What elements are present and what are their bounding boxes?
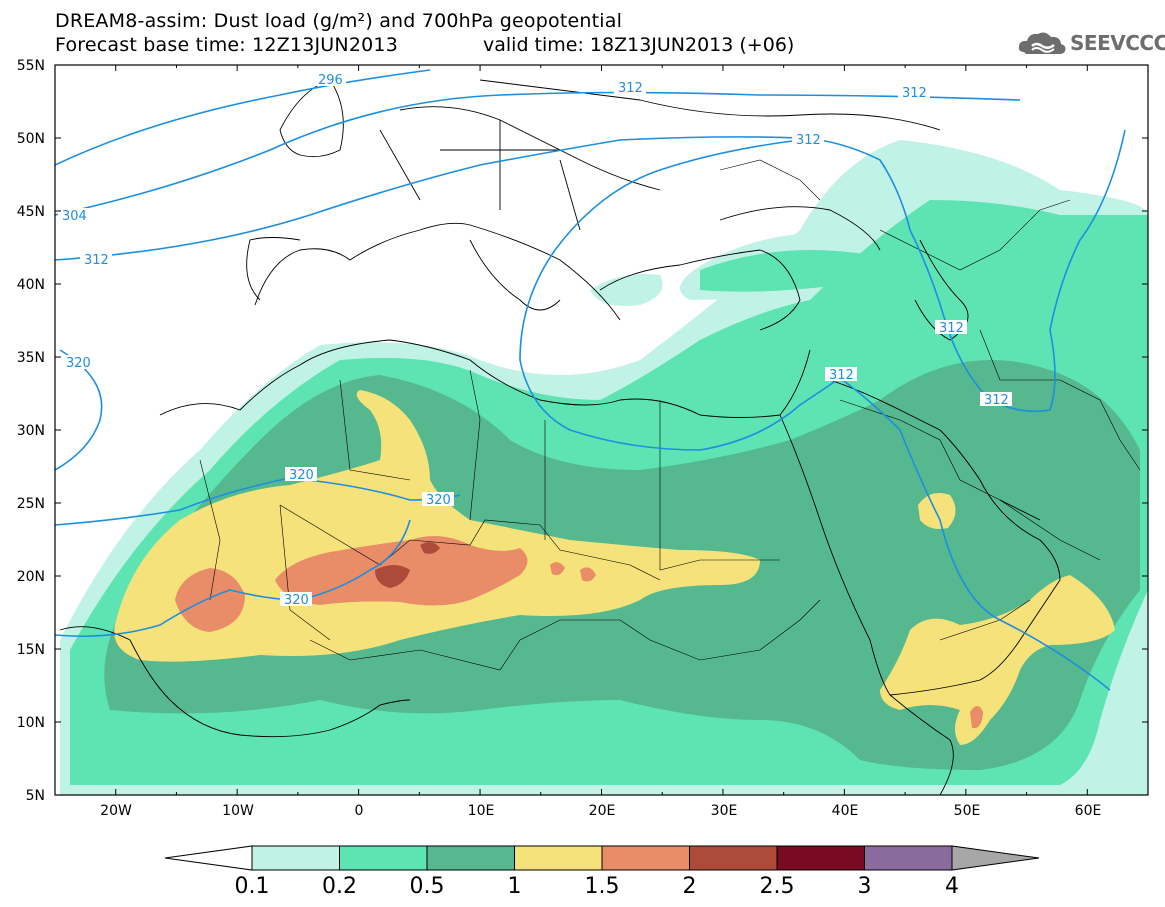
contour-label: 320 — [289, 468, 314, 483]
lon-label: 0 — [355, 803, 364, 819]
logo-text: SEEVCCC — [1070, 31, 1165, 55]
contour-label: 312 — [939, 321, 964, 336]
contour-label: 320 — [66, 356, 91, 371]
colorbar-over-arrow — [951, 845, 1040, 871]
dust-1.5-region — [550, 562, 565, 576]
latitude-labels: 55N 50N 45N 40N 35N 30N 25N 20N 15N 10N … — [17, 58, 45, 804]
contour-labels: 296 312 312 312 304 312 320 320 320 320 … — [58, 72, 1012, 608]
dust-2.0-region — [375, 565, 410, 588]
colorbar-label: 4 — [945, 874, 959, 899]
contour-label: 304 — [62, 209, 87, 224]
seevccc-logo: SEEVCCC — [1018, 28, 1165, 58]
colorbar-under-arrow — [164, 845, 253, 871]
dust-2.0-region — [420, 542, 440, 554]
longitude-labels: 20W 10W 0 10E 20E 30E 40E 50E 60E — [100, 803, 1101, 819]
geopotential-contours — [55, 69, 1126, 691]
colorbar-swatch — [601, 845, 690, 871]
colorbar-swatch — [426, 845, 515, 871]
map-field: 296 312 312 312 304 312 320 320 320 320 … — [55, 65, 1148, 795]
lon-label: 20E — [589, 803, 616, 819]
colorbar-label: 3 — [858, 874, 872, 899]
colorbar-swatch — [339, 845, 428, 871]
cloud-icon — [1018, 32, 1066, 54]
dust-1.0-region — [880, 575, 1115, 745]
lat-label: 45N — [17, 204, 45, 220]
lat-label: 25N — [17, 496, 45, 512]
colorbar-label: 2 — [683, 874, 697, 899]
colorbar-label: 1 — [508, 874, 522, 899]
forecast-base-time: Forecast base time: 12Z13JUN2013 — [55, 34, 398, 56]
lon-label: 30E — [711, 803, 738, 819]
lat-label: 55N — [17, 58, 45, 74]
lat-label: 50N — [17, 131, 45, 147]
colorbar-swatch — [776, 845, 865, 871]
colorbar-label: 0.2 — [322, 874, 357, 899]
lat-label: 15N — [17, 642, 45, 658]
lon-label: 10E — [468, 803, 495, 819]
colorbar-label: 1.5 — [585, 874, 620, 899]
dust-1.0-region — [114, 390, 761, 662]
colorbar-swatch — [514, 845, 603, 871]
map-title: DREAM8-assim: Dust load (g/m²) and 700hP… — [55, 10, 623, 32]
lat-label: 40N — [17, 277, 45, 293]
contour-label: 320 — [284, 593, 309, 608]
dust-1.0-region — [918, 492, 956, 529]
lat-label: 5N — [26, 788, 45, 804]
dust-0.1-region — [590, 274, 663, 306]
contour-label: 320 — [426, 493, 451, 508]
lon-label: 10W — [222, 803, 254, 819]
contour-label: 312 — [984, 393, 1009, 408]
axis-ticks — [54, 64, 1149, 796]
coastlines — [59, 79, 1061, 795]
contour-label: 296 — [318, 73, 343, 88]
lon-label: 40E — [832, 803, 859, 819]
colorbar-swatch — [864, 845, 953, 871]
colorbar-swatch — [689, 845, 778, 871]
valid-time: valid time: 18Z13JUN2013 (+06) — [483, 34, 795, 56]
dust-1.5-region — [580, 567, 596, 582]
contour-label: 312 — [902, 86, 927, 101]
lat-label: 35N — [17, 350, 45, 366]
lat-label: 20N — [17, 569, 45, 585]
lon-label: 60E — [1075, 803, 1102, 819]
contour-label: 312 — [829, 368, 854, 383]
contour-label: 312 — [618, 81, 643, 96]
colorbar-label: 0.1 — [235, 874, 270, 899]
dust-1.5-region — [970, 706, 983, 729]
contour-label: 312 — [796, 133, 821, 148]
colorbar-swatch — [251, 845, 340, 871]
political-borders — [199, 159, 1141, 671]
colorbar-label: 2.5 — [760, 874, 795, 899]
colorbar: 0.1 0.2 0.5 1 1.5 2 2.5 3 4 — [164, 845, 1040, 899]
lon-label: 20W — [100, 803, 132, 819]
contour-label: 312 — [84, 253, 109, 268]
colorbar-label: 0.5 — [410, 874, 445, 899]
lat-label: 10N — [17, 715, 45, 731]
lat-label: 30N — [17, 423, 45, 439]
lon-label: 50E — [954, 803, 981, 819]
